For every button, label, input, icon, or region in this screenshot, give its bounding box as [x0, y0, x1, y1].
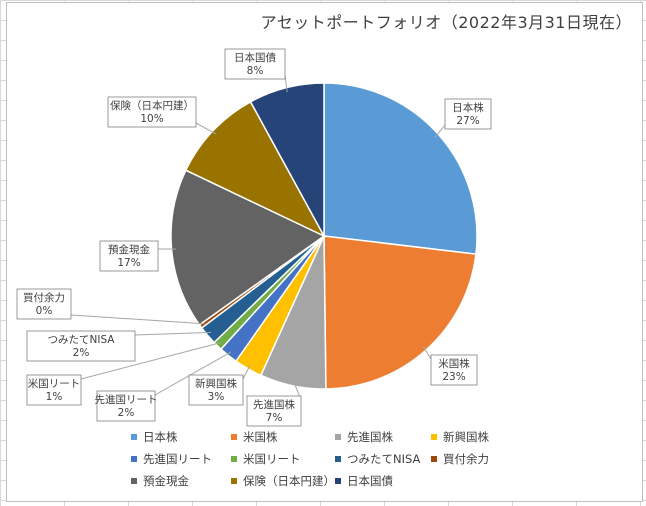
data-label-category: つみたてNISA [48, 334, 116, 346]
legend-item[interactable]: つみたてNISA [335, 451, 431, 467]
data-label-value: 23% [442, 371, 465, 383]
legend-swatch [231, 434, 237, 440]
data-label-category: 米国株 [438, 357, 470, 370]
legend-label: つみたてNISA [347, 452, 421, 466]
legend-label: 米国リート [243, 452, 301, 466]
data-label[interactable]: 保険（日本円建）10% [107, 96, 197, 128]
data-label-box [26, 330, 136, 362]
legend-label: 日本株 [143, 430, 178, 444]
leader-line [422, 346, 432, 360]
legend-label: 先進国リート [143, 452, 212, 466]
data-label-category: 日本株 [452, 101, 484, 114]
legend-label: 保険（日本円建） [243, 474, 335, 488]
leader-line [242, 364, 251, 380]
legend-swatch [231, 478, 237, 484]
data-label-box [246, 395, 302, 427]
leader-line [434, 124, 446, 138]
legend-swatch [131, 478, 137, 484]
legend-item[interactable]: 新興国株 [431, 429, 551, 445]
legend-swatch [131, 456, 137, 462]
leader-line [70, 314, 205, 325]
chart-title: アセットポートフォリオ（2022年3月31日現在） [260, 13, 632, 32]
legend-item[interactable]: 米国リート [231, 451, 335, 467]
chart-area[interactable]: アセットポートフォリオ（2022年3月31日現在） 日本株 27% 米国株 23% 先進… [6, 2, 643, 502]
data-label-category: 預金現金 [108, 243, 150, 256]
legend-label: 預金現金 [143, 474, 189, 488]
data-label-category: 米国リート [28, 377, 81, 390]
data-label-value: 27% [456, 115, 479, 127]
data-label-box [188, 374, 244, 406]
data-label-value: 10% [140, 113, 163, 125]
legend-label: 買付余力 [443, 452, 489, 466]
data-label-value: 1% [46, 391, 63, 403]
legend-swatch [431, 434, 437, 440]
data-label-category: 新興国株 [195, 377, 237, 390]
pie-slice[interactable] [184, 100, 326, 238]
legend-label: 米国株 [243, 430, 278, 444]
legend-item[interactable]: 預金現金 [131, 473, 231, 489]
legend-swatch [231, 456, 237, 462]
leader-lines [70, 74, 446, 401]
data-label-value: 2% [118, 407, 135, 419]
data-label-box [16, 288, 72, 320]
legend-item[interactable]: 先進国株 [335, 429, 431, 445]
data-label-value: 8% [247, 65, 264, 77]
data-label-box [99, 240, 159, 272]
data-label-value: 0% [36, 305, 53, 317]
data-label-box [96, 390, 156, 422]
data-label-value: 7% [266, 412, 283, 424]
data-label-category: 先進国株 [253, 398, 295, 411]
data-labels: 日本株27%米国株23%先進国株7%新興国株3%先進国リート2%米国リート1%つ… [16, 48, 492, 427]
legend-swatch [335, 434, 341, 440]
legend: 日本株 米国株 先進国株 新興国株先進国リート 米国リート つみたてNISA 買付余力預金現… [131, 429, 551, 489]
data-label-box [444, 98, 492, 130]
legend-swatch [335, 456, 341, 462]
legend-label: 新興国株 [443, 430, 489, 444]
pie-chart: 日本株27%米国株23%先進国株7%新興国株3%先進国リート2%米国リート1%つ… [16, 48, 492, 427]
data-label-box [26, 374, 82, 406]
pie-slice[interactable] [249, 82, 325, 237]
data-label-category: 先進国リート [95, 394, 158, 406]
legend-swatch [431, 456, 437, 462]
data-label-category: 買付余力 [23, 291, 65, 304]
legend-label: 先進国株 [347, 430, 393, 444]
legend-label: 日本国債 [347, 474, 393, 488]
data-label-category: 保険（日本円建） [110, 99, 194, 112]
data-label-value: 17% [117, 257, 140, 269]
legend-item[interactable]: 先進国リート [131, 451, 231, 467]
leader-line [195, 122, 217, 135]
pie-slices [170, 82, 478, 390]
legend-swatch [131, 434, 137, 440]
leader-line [134, 331, 212, 336]
data-label-category: 日本国債 [234, 51, 276, 64]
legend-swatch [335, 478, 341, 484]
leader-line [80, 342, 221, 380]
legend-item[interactable]: 保険（日本円建） [231, 473, 335, 489]
legend-item[interactable]: 米国株 [231, 429, 335, 445]
pie-slice[interactable] [323, 82, 478, 255]
data-label-value: 3% [208, 391, 225, 403]
data-label-box [107, 96, 197, 128]
legend-item[interactable]: 日本国債 [335, 473, 431, 489]
legend-item[interactable]: 日本株 [131, 429, 231, 445]
data-label-box [224, 48, 286, 80]
pie-slice[interactable] [323, 235, 477, 390]
legend-item[interactable]: 買付余力 [431, 451, 551, 467]
data-label-value: 2% [73, 347, 90, 359]
leader-line [154, 351, 232, 396]
data-label-box [430, 354, 478, 386]
